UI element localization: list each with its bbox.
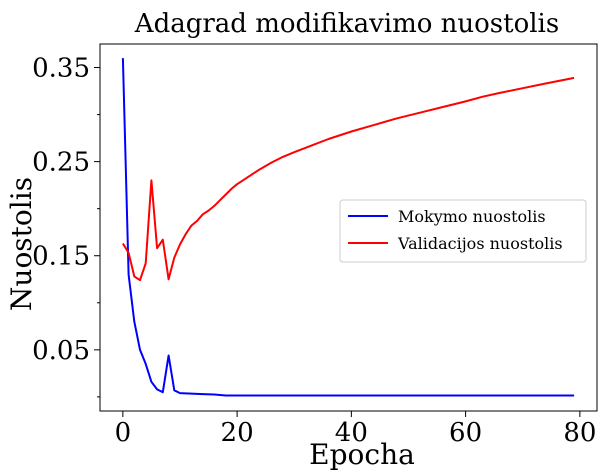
- y-tick-label: 0.05: [32, 336, 90, 366]
- x-tick-label: 20: [221, 418, 254, 448]
- y-tick-label: 0.15: [32, 242, 90, 272]
- legend: Mokymo nuostolis Validacijos nuostolis: [339, 199, 587, 263]
- x-tick-label: 40: [335, 418, 368, 448]
- plot-area: [99, 43, 598, 412]
- legend-label-training: Mokymo nuostolis: [398, 207, 546, 226]
- y-tick-label: 0.25: [32, 148, 90, 178]
- x-tick-label: 0: [115, 418, 132, 448]
- x-axis: 0 20 40 60 80: [115, 411, 596, 448]
- series-layer: [121, 58, 575, 397]
- legend-label-validation: Validacijos nuostolis: [397, 234, 563, 253]
- x-tick-label: 80: [563, 418, 596, 448]
- y-tick-label: 0.35: [32, 54, 90, 84]
- series-line-training: [121, 58, 575, 397]
- x-axis-label: Epocha: [309, 438, 415, 471]
- chart-title: Adagrad modifikavimo nuostolis: [134, 9, 559, 39]
- legend-box: [339, 199, 587, 263]
- series-line-validation: [122, 76, 575, 282]
- y-axis: 0.05 0.15 0.25 0.35: [32, 54, 100, 398]
- x-tick-label: 60: [449, 418, 482, 448]
- y-axis-label: Nuostolis: [5, 177, 38, 311]
